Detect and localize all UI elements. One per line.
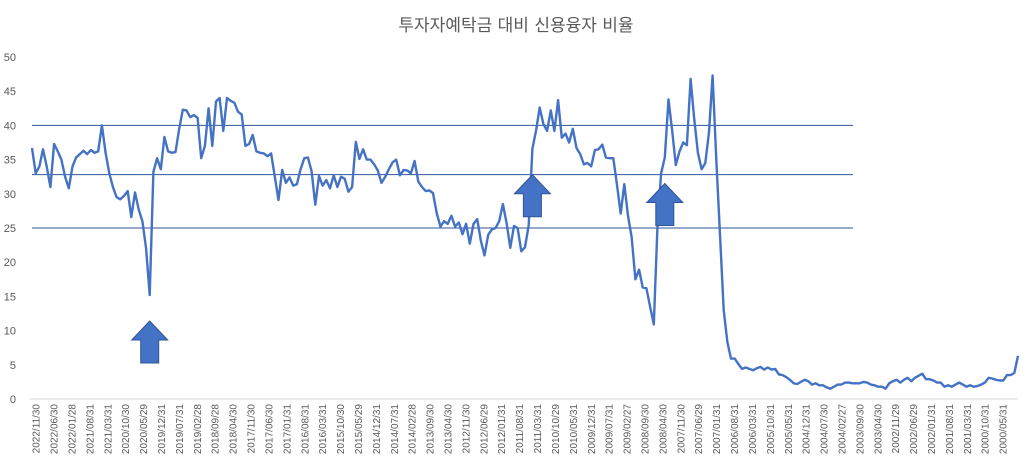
y-tick-label: 50 [4,52,16,64]
x-tick-label: 2013/04/30 [444,404,455,454]
x-tick-label: 2009/12/31 [587,404,598,454]
x-tick-label: 2008/09/30 [640,404,651,454]
series-group [30,74,1020,390]
x-tick-label: 2011/03/31 [533,404,544,454]
series-line [30,74,1020,390]
x-tick-label: 2019/07/31 [175,404,186,454]
x-tick-label: 2011/08/31 [515,404,526,454]
x-tick-label: 2016/08/31 [300,404,311,454]
x-tick-label: 2021/08/31 [85,404,96,454]
x-tick-label: 2013/09/30 [426,404,437,454]
x-axis: 2022/11/30 2022/06/30 2022/01/28 2021/08/31… [32,404,1010,454]
x-tick-label: 2017/01/31 [282,404,293,454]
x-tick-label: 2014/07/31 [390,404,401,454]
annotations [130,173,684,364]
x-tick-label: 2012/06/29 [479,404,490,454]
up-arrow-icon [130,320,169,364]
x-tick-label: 2007/06/29 [694,404,705,454]
x-tick-label: 2010/05/31 [569,404,580,454]
x-tick-label: 2001/03/31 [963,404,974,454]
y-tick-label: 40 [4,120,16,132]
x-tick-label: 2008/04/30 [658,404,669,454]
y-tick-label: 20 [4,257,16,269]
x-tick-label: 2016/03/31 [318,404,329,454]
up-arrow-icon [513,173,552,218]
x-tick-label: 2000/05/31 [999,404,1010,454]
x-tick-label: 2004/07/30 [820,404,831,454]
y-tick-label: 45 [4,86,16,98]
reference-lines [32,124,853,229]
x-tick-label: 2022/06/30 [50,404,61,454]
x-tick-label: 2015/05/29 [354,404,365,454]
y-tick-label: 25 [4,223,16,235]
x-tick-label: 2009/07/31 [605,404,616,454]
y-tick-label: 5 [10,360,16,372]
x-tick-label: 2018/09/28 [211,404,222,454]
x-tick-label: 2005/10/31 [766,404,777,454]
x-tick-label: 2018/04/30 [229,404,240,454]
x-tick-label: 2022/11/30 [32,404,43,454]
x-tick-label: 2007/01/31 [712,404,723,454]
x-tick-label: 2014/02/28 [408,404,419,454]
chart-title: 투자자예탁금 대비 신용융자 비율 [398,16,633,36]
x-tick-label: 2000/10/31 [981,404,992,454]
x-tick-label: 2019/12/31 [157,404,168,454]
x-tick-label: 2001/08/31 [945,404,956,454]
y-tick-label: 10 [4,326,16,338]
x-tick-label: 2006/03/31 [748,404,759,454]
x-tick-label: 2002/01/31 [927,404,938,454]
x-tick-label: 2002/11/29 [891,404,902,454]
x-tick-label: 2017/06/30 [264,404,275,454]
x-tick-label: 2009/02/27 [623,404,634,454]
x-tick-label: 2017/11/30 [247,404,258,454]
x-tick-label: 2022/01/28 [67,404,78,454]
x-tick-label: 2002/06/29 [909,404,920,454]
x-tick-label: 2007/11/30 [676,404,687,454]
x-tick-label: 2003/09/30 [855,404,866,454]
y-axis: 0 5 10 15 20 25 30 35 40 45 50 [4,52,16,406]
x-tick-label: 2010/10/29 [551,404,562,454]
y-tick-label: 15 [4,291,16,303]
y-tick-label: 0 [10,394,16,406]
x-tick-label: 2005/05/31 [784,404,795,454]
y-tick-label: 30 [4,189,16,201]
x-tick-label: 2012/01/31 [497,404,508,454]
x-tick-label: 2015/10/30 [336,404,347,454]
x-tick-label: 2004/02/27 [837,404,848,454]
x-tick-label: 2019/02/28 [193,404,204,454]
x-tick-label: 2003/04/30 [873,404,884,454]
x-tick-label: 2012/11/30 [461,404,472,454]
x-tick-label: 2004/12/31 [802,404,813,454]
up-arrow-icon [645,182,684,226]
x-tick-label: 2014/12/31 [372,404,383,454]
x-tick-label: 2006/08/31 [730,404,741,454]
x-tick-label: 2020/05/29 [139,404,150,454]
x-tick-label: 2021/03/31 [103,404,114,454]
x-tick-label: 2020/10/30 [121,404,132,454]
y-tick-label: 35 [4,155,16,167]
